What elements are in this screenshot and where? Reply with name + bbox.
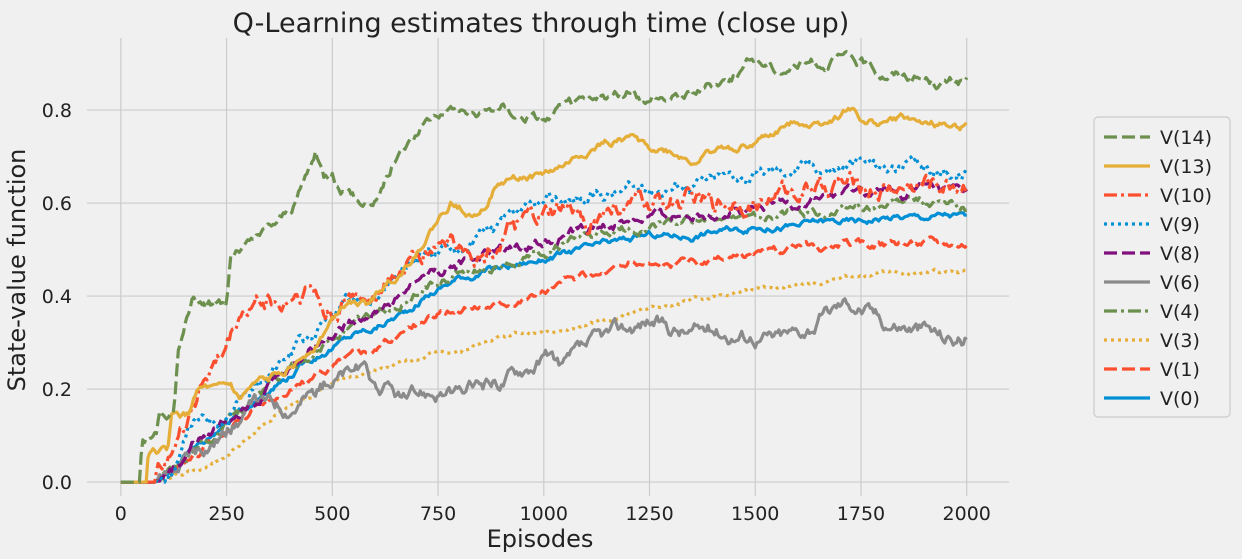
series-line: [120, 297, 968, 484]
series-line: [120, 235, 968, 484]
y-tick-label: 0.6: [42, 193, 72, 215]
series-line: [120, 180, 969, 484]
x-tick-label: 2000: [943, 503, 991, 525]
legend-entry-label: V(8): [1160, 243, 1200, 265]
legend: V(14) V(13) V(10) V(9) V(8) V(6) V(4) V(3) V(1) V…: [1093, 116, 1231, 418]
y-tick-label: 0.0: [42, 472, 72, 494]
y-tick-label: 0.4: [42, 286, 72, 308]
legend-entry-label: V(10): [1160, 185, 1212, 207]
x-tick-label: 1250: [625, 503, 673, 525]
y-axis-ticks: 0.0 0.2 0.4 0.6 0.8: [42, 100, 72, 494]
x-tick-label: 500: [314, 503, 350, 525]
legend-entry-label: V(3): [1160, 330, 1200, 352]
x-tick-label: 750: [420, 503, 456, 525]
legend-entry-label: V(4): [1160, 301, 1200, 323]
y-tick-label: 0.2: [42, 379, 72, 401]
y-tick-label: 0.8: [42, 100, 72, 122]
legend-frame: [1093, 116, 1231, 418]
x-tick-label: 0: [115, 503, 127, 525]
grid: [87, 38, 1009, 496]
y-axis-label: State-value function: [3, 149, 31, 392]
legend-entry-label: V(14): [1160, 127, 1212, 149]
chart-title: Q-Learning estimates through time (close…: [233, 8, 850, 39]
legend-entry-label: V(9): [1160, 214, 1200, 236]
legend-entry-label: V(13): [1160, 156, 1212, 178]
x-tick-label: 1000: [520, 503, 568, 525]
legend-entry-label: V(6): [1160, 272, 1200, 294]
legend-entry-label: V(0): [1160, 388, 1200, 410]
x-axis-label: Episodes: [487, 525, 594, 553]
series-line: [120, 170, 969, 484]
series-line: [120, 106, 968, 484]
series-line: [120, 154, 969, 484]
x-tick-label: 1500: [731, 503, 779, 525]
x-tick-label: 1750: [837, 503, 885, 525]
series-line: [120, 49, 969, 484]
series-line: [120, 195, 967, 484]
series-lines: [120, 49, 969, 484]
legend-entry-label: V(1): [1160, 359, 1200, 381]
x-axis-ticks: 0 250 500 750 1000 1250 1500 1750 2000: [115, 503, 991, 525]
x-tick-label: 250: [208, 503, 244, 525]
